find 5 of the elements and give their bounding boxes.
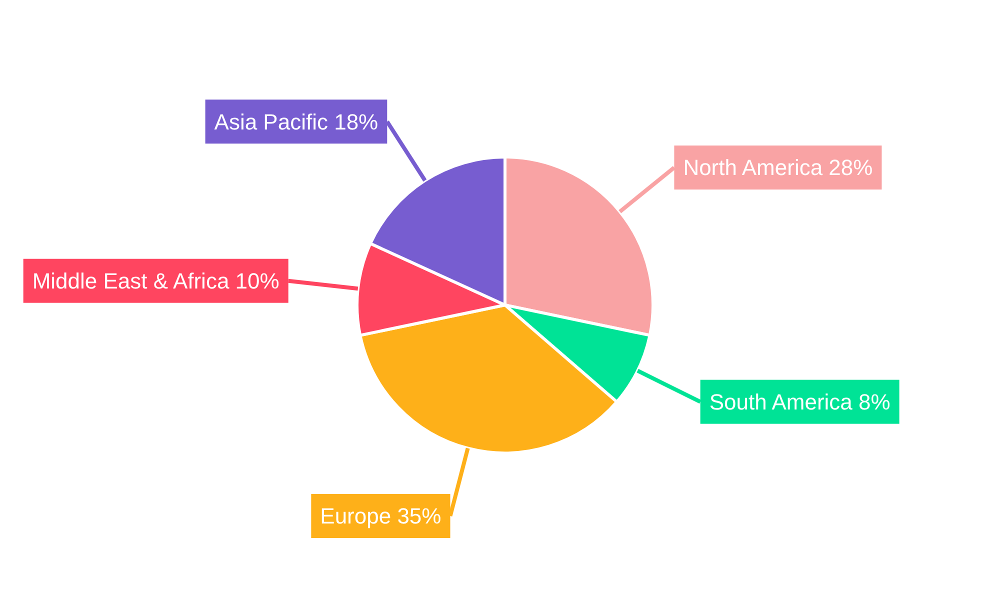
slice-label: Middle East & Africa 10% — [32, 268, 280, 294]
slice-label: South America 8% — [709, 390, 890, 415]
slice-label: Asia Pacific 18% — [214, 109, 378, 134]
slice-label: Europe 35% — [320, 504, 442, 529]
slice-label: North America 28% — [683, 155, 873, 180]
